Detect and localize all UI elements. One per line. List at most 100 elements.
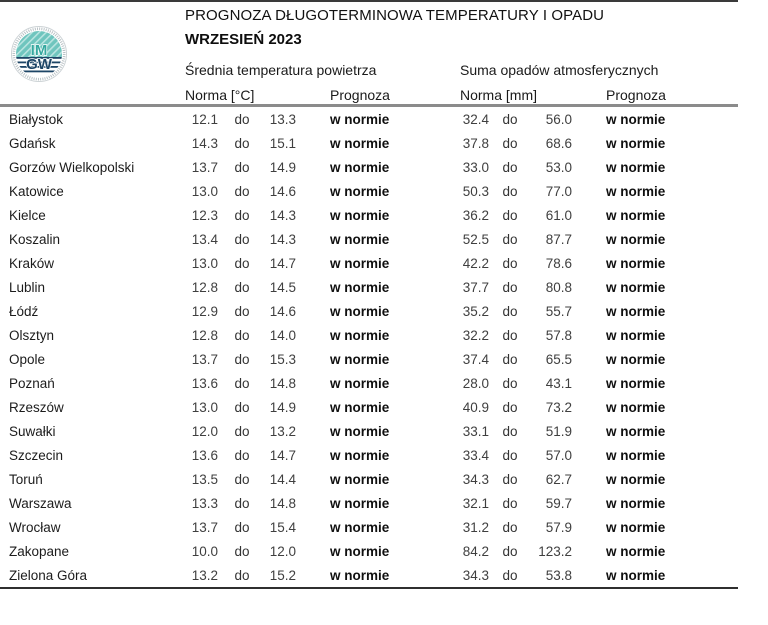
temp-norm-high: 13.2	[269, 423, 296, 439]
temp-norm-high: 12.0	[269, 543, 296, 559]
temp-norm-high: 14.8	[269, 495, 296, 511]
temp-norm-high: 14.0	[269, 327, 296, 343]
precip-norm-low: 33.0	[462, 159, 489, 175]
temp-do-word: do	[234, 111, 250, 127]
temp-norm-high: 14.3	[269, 207, 296, 223]
top-rule	[0, 0, 738, 2]
city-name: Katowice	[9, 183, 64, 199]
temp-norm-high: 15.4	[269, 519, 296, 535]
precip-norm-high: 68.6	[545, 135, 572, 151]
temp-forecast-value: w normie	[330, 375, 390, 391]
temp-do-word: do	[234, 399, 250, 415]
city-name: Szczecin	[9, 447, 64, 463]
precip-do-word: do	[502, 375, 518, 391]
table-row: Katowice 13.0 do 14.6 w normie 50.3 do 7…	[0, 179, 768, 203]
precip-norm-low: 32.4	[462, 111, 489, 127]
city-name: Białystok	[9, 111, 64, 127]
temp-norm-header: Norma [°C]	[185, 87, 255, 103]
temp-do-word: do	[234, 279, 250, 295]
temp-forecast-value: w normie	[330, 351, 390, 367]
precip-forecast-value: w normie	[606, 327, 666, 343]
precip-do-word: do	[502, 543, 518, 559]
precip-do-word: do	[502, 471, 518, 487]
temp-forecast-value: w normie	[330, 447, 390, 463]
temp-forecast-value: w normie	[330, 159, 390, 175]
precip-forecast-value: w normie	[606, 543, 666, 559]
city-name: Gorzów Wielkopolski	[9, 159, 135, 175]
temp-forecast-value: w normie	[330, 279, 390, 295]
temp-norm-low: 13.7	[191, 519, 218, 535]
table-row: Warszawa 13.3 do 14.8 w normie 32.1 do 5…	[0, 491, 768, 515]
temp-norm-low: 13.0	[191, 183, 218, 199]
precip-norm-high: 80.8	[545, 279, 572, 295]
precip-forecast-value: w normie	[606, 111, 666, 127]
precip-forecast-value: w normie	[606, 471, 666, 487]
precip-norm-low: 33.4	[462, 447, 489, 463]
precip-forecast-value: w normie	[606, 207, 666, 223]
temp-norm-low: 13.5	[191, 471, 218, 487]
city-name: Wrocław	[9, 519, 61, 535]
precip-norm-high: 123.2	[538, 543, 572, 559]
precip-norm-high: 57.0	[545, 447, 572, 463]
temp-norm-high: 14.6	[269, 183, 296, 199]
precip-norm-low: 40.9	[462, 399, 489, 415]
temp-norm-high: 14.9	[269, 399, 296, 415]
precip-norm-high: 61.0	[545, 207, 572, 223]
precip-norm-low: 36.2	[462, 207, 489, 223]
temp-do-word: do	[234, 519, 250, 535]
table-row: Kielce 12.3 do 14.3 w normie 36.2 do 61.…	[0, 203, 768, 227]
precip-norm-low: 32.1	[462, 495, 489, 511]
precipitation-section-label: Suma opadów atmosferycznych	[460, 62, 659, 78]
temp-norm-high: 15.1	[269, 135, 296, 151]
precip-norm-low: 33.1	[462, 423, 489, 439]
table-row: Kraków 13.0 do 14.7 w normie 42.2 do 78.…	[0, 251, 768, 275]
precip-do-word: do	[502, 423, 518, 439]
temp-do-word: do	[234, 183, 250, 199]
precip-forecast-value: w normie	[606, 255, 666, 271]
table-row: Olsztyn 12.8 do 14.0 w normie 32.2 do 57…	[0, 323, 768, 347]
temp-norm-low: 13.6	[191, 447, 218, 463]
temp-norm-high: 14.3	[269, 231, 296, 247]
precip-forecast-value: w normie	[606, 231, 666, 247]
temp-norm-high: 14.6	[269, 303, 296, 319]
table-row: Opole 13.7 do 15.3 w normie 37.4 do 65.5…	[0, 347, 768, 371]
temp-norm-high: 14.7	[269, 255, 296, 271]
city-name: Olsztyn	[9, 327, 55, 343]
precip-norm-high: 51.9	[545, 423, 572, 439]
temp-forecast-value: w normie	[330, 231, 390, 247]
page-title: PROGNOZA DŁUGOTERMINOWA TEMPERATURY I OP…	[185, 7, 605, 24]
temp-forecast-value: w normie	[330, 207, 390, 223]
temp-norm-high: 15.2	[269, 567, 296, 583]
precip-norm-low: 37.8	[462, 135, 489, 151]
table-row: Szczecin 13.6 do 14.7 w normie 33.4 do 5…	[0, 443, 768, 467]
temp-norm-high: 14.4	[269, 471, 296, 487]
temp-norm-low: 14.3	[191, 135, 218, 151]
precip-norm-low: 42.2	[462, 255, 489, 271]
precip-norm-low: 32.2	[462, 327, 489, 343]
precip-do-word: do	[502, 351, 518, 367]
imgw-logo: IM GW	[11, 26, 67, 82]
logo-ring-text	[12, 27, 66, 81]
precip-norm-low: 34.3	[462, 471, 489, 487]
table-row: Gorzów Wielkopolski 13.7 do 14.9 w normi…	[0, 155, 768, 179]
precip-norm-high: 62.7	[545, 471, 572, 487]
temp-do-word: do	[234, 423, 250, 439]
precip-do-word: do	[502, 519, 518, 535]
precip-norm-high: 59.7	[545, 495, 572, 511]
table-row: Gdańsk 14.3 do 15.1 w normie 37.8 do 68.…	[0, 131, 768, 155]
city-name: Kraków	[9, 255, 55, 271]
precip-forecast-value: w normie	[606, 351, 666, 367]
table-row: Zielona Góra 13.2 do 15.2 w normie 34.3 …	[0, 563, 768, 587]
precip-forecast-value: w normie	[606, 303, 666, 319]
temp-do-word: do	[234, 135, 250, 151]
temp-norm-low: 13.4	[191, 231, 218, 247]
precip-norm-low: 84.2	[462, 543, 489, 559]
precip-forecast-value: w normie	[606, 159, 666, 175]
table-body: Białystok 12.1 do 13.3 w normie 32.4 do …	[0, 107, 768, 587]
temp-forecast-value: w normie	[330, 183, 390, 199]
precip-do-word: do	[502, 279, 518, 295]
temp-forecast-value: w normie	[330, 519, 390, 535]
precip-forecast-value: w normie	[606, 519, 666, 535]
temp-norm-low: 13.6	[191, 375, 218, 391]
